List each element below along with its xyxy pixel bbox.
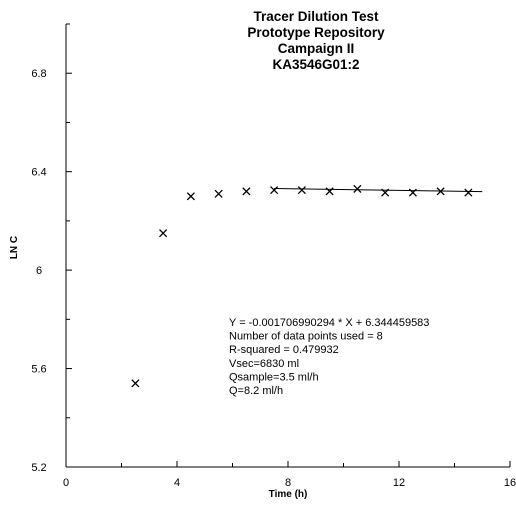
x-tick-label: 4 xyxy=(174,477,180,489)
data-point xyxy=(159,229,168,238)
x-tick-label: 16 xyxy=(504,477,516,489)
annotation-line: Qsample=3.5 ml/h xyxy=(229,371,319,383)
data-point-stroke xyxy=(270,186,279,195)
data-point-stroke xyxy=(325,187,334,196)
data-point-stroke xyxy=(186,192,195,201)
data-point xyxy=(242,187,251,196)
y-tick-label: 5.2 xyxy=(31,462,46,474)
data-point-stroke xyxy=(408,188,417,197)
chart-axes: 5.2 5.6 6 6.4 6.8 0 4 8 12 16 Time (h) LN C xyxy=(9,23,516,500)
annotation-line: R-squared = 0.479932 xyxy=(229,344,339,356)
y-tick-label: 6.4 xyxy=(31,167,46,179)
data-point-stroke xyxy=(353,184,362,193)
annotation-block: Y = -0.001706990294 * X + 6.344459583 Num… xyxy=(229,317,429,397)
y-axis-title: LN C xyxy=(9,236,20,259)
chart-title-line: Campaign II xyxy=(278,41,355,56)
data-point-stroke xyxy=(297,186,306,195)
x-axis-title: Time (h) xyxy=(269,489,308,500)
data-point xyxy=(325,187,334,196)
annotation-line: Q=8.2 ml/h xyxy=(229,385,283,397)
data-point xyxy=(408,188,417,197)
x-tick-label: 12 xyxy=(393,477,405,489)
data-point xyxy=(270,186,279,195)
x-tick-label: 8 xyxy=(285,477,291,489)
data-point xyxy=(436,187,445,196)
data-point xyxy=(464,188,473,197)
y-tick-label: 6 xyxy=(36,265,42,277)
data-point xyxy=(353,184,362,193)
chart-title-line: Prototype Repository xyxy=(247,25,385,40)
data-point-stroke xyxy=(159,229,168,238)
annotation-line: Y = -0.001706990294 * X + 6.344459583 xyxy=(229,317,429,329)
data-point-stroke xyxy=(381,188,390,197)
y-tick-label: 6.8 xyxy=(31,68,46,80)
data-point xyxy=(186,192,195,201)
data-point-stroke xyxy=(131,379,140,388)
chart-title-line: Tracer Dilution Test xyxy=(253,9,379,24)
regression-line xyxy=(274,187,483,193)
data-point-stroke xyxy=(242,187,251,196)
annotation-line: Vsec=6830 ml xyxy=(229,358,299,370)
annotation-line: Number of data points used = 8 xyxy=(229,331,383,343)
data-point-stroke xyxy=(436,187,445,196)
regression-line-group xyxy=(274,187,483,193)
data-point-stroke xyxy=(214,189,223,198)
data-point-stroke xyxy=(464,188,473,197)
y-tick-label: 5.6 xyxy=(31,364,46,376)
data-point xyxy=(381,188,390,197)
x-tick-label: 0 xyxy=(63,477,69,489)
chart-title-line: KA3546G01:2 xyxy=(272,57,359,72)
data-point xyxy=(131,379,140,388)
data-points xyxy=(131,184,473,388)
data-point xyxy=(297,186,306,195)
data-point xyxy=(214,189,223,198)
